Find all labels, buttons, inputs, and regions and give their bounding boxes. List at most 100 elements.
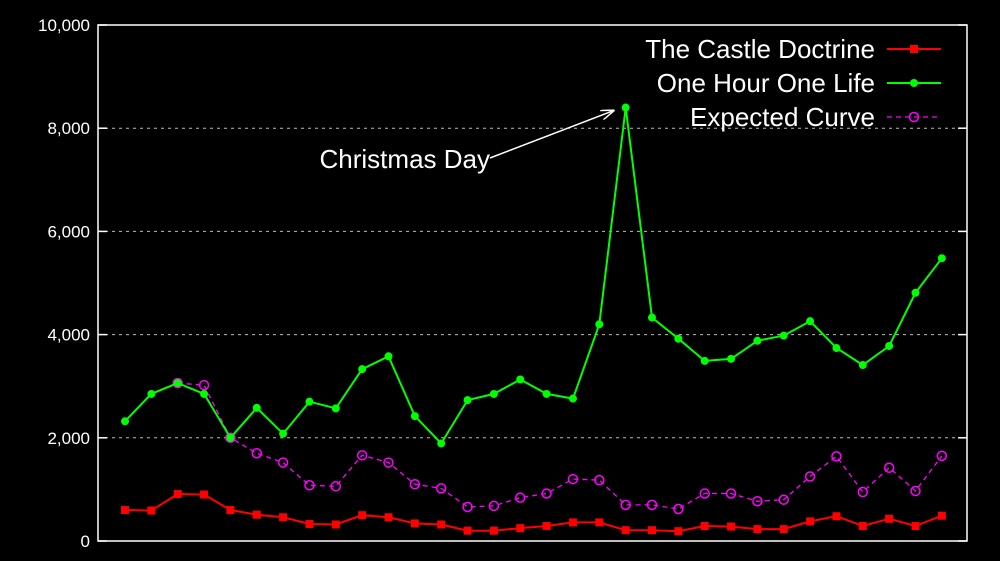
data-point xyxy=(910,485,921,497)
data-point xyxy=(699,488,710,499)
series-layer xyxy=(121,103,948,536)
series-line xyxy=(124,107,943,446)
series-the-castle-doctrine xyxy=(121,490,946,536)
data-point xyxy=(384,352,393,361)
data-point xyxy=(121,417,129,426)
y-tick-label: 2,000 xyxy=(47,429,90,448)
data-point xyxy=(410,519,419,528)
data-point xyxy=(908,111,920,123)
data-point xyxy=(700,522,709,531)
data-point xyxy=(515,492,526,503)
series-one-hour-one-life xyxy=(121,103,946,448)
data-point xyxy=(437,520,446,529)
data-point xyxy=(621,526,630,535)
data-point xyxy=(488,500,500,512)
data-point xyxy=(568,394,577,403)
data-point xyxy=(885,514,894,523)
legend-label: Expected Curve xyxy=(690,102,875,132)
data-point xyxy=(147,506,156,515)
data-point xyxy=(832,344,841,353)
data-point xyxy=(516,375,525,384)
legend-label: The Castle Doctrine xyxy=(645,34,875,64)
data-point xyxy=(858,522,867,531)
y-tick-label: 0 xyxy=(81,532,90,551)
data-point xyxy=(752,496,763,507)
data-point xyxy=(462,501,473,513)
data-point xyxy=(620,499,631,511)
data-point xyxy=(279,429,288,438)
data-point xyxy=(279,513,288,522)
data-point xyxy=(832,512,841,521)
data-point xyxy=(147,389,156,398)
data-point xyxy=(806,317,815,326)
data-point xyxy=(437,439,446,448)
data-point xyxy=(200,389,209,398)
data-point xyxy=(383,457,394,468)
data-point xyxy=(356,450,368,461)
data-point xyxy=(779,331,788,340)
data-point xyxy=(358,511,367,520)
data-point xyxy=(778,494,789,505)
plot-frame xyxy=(97,24,968,542)
y-tick-label: 10,000 xyxy=(38,16,90,35)
data-point xyxy=(542,389,551,398)
data-point xyxy=(621,103,630,112)
series-line xyxy=(177,382,943,510)
data-point xyxy=(594,474,605,486)
data-point xyxy=(753,525,762,534)
data-point xyxy=(648,313,656,322)
annotation-layer: Christmas Day xyxy=(320,111,614,174)
data-point xyxy=(331,404,340,413)
data-point xyxy=(251,448,262,459)
legend-item: One Hour One Life xyxy=(657,68,941,98)
data-point xyxy=(489,389,498,398)
series-expected-curve xyxy=(172,377,948,515)
data-point xyxy=(384,513,393,522)
data-point xyxy=(831,451,842,462)
data-point xyxy=(937,254,946,263)
data-point xyxy=(409,478,421,490)
data-point xyxy=(358,365,367,374)
y-axis: 0 2,000 4,000 6,000 8,000 10,000 xyxy=(38,16,967,551)
data-point xyxy=(911,522,920,531)
data-point xyxy=(568,518,577,527)
data-point xyxy=(936,450,948,462)
data-point xyxy=(330,481,342,492)
series-line xyxy=(124,492,943,533)
data-point xyxy=(226,506,235,515)
data-point xyxy=(674,527,683,536)
legend: The Castle Doctrine One Hour One Life Expe… xyxy=(645,34,941,132)
data-point xyxy=(727,354,736,363)
data-point xyxy=(463,526,472,535)
y-tick-label: 4,000 xyxy=(47,326,90,345)
data-point xyxy=(410,412,419,421)
data-point xyxy=(674,334,683,343)
legend-item: The Castle Doctrine xyxy=(645,34,941,64)
legend-label: One Hour One Life xyxy=(657,68,875,98)
annotation-arrow xyxy=(489,111,614,159)
grid-lines xyxy=(98,127,967,439)
data-point xyxy=(646,499,658,511)
data-point xyxy=(541,488,552,499)
data-point xyxy=(727,522,736,531)
data-point xyxy=(673,503,684,515)
legend-item: Expected Curve xyxy=(690,102,941,132)
y-tick-label: 8,000 xyxy=(47,119,90,138)
data-point xyxy=(542,522,551,531)
data-point xyxy=(937,511,946,520)
data-point xyxy=(225,432,236,444)
data-point xyxy=(779,525,788,534)
data-point xyxy=(910,79,918,87)
data-point xyxy=(857,486,869,498)
data-point xyxy=(463,396,472,405)
y-tick-label: 6,000 xyxy=(47,222,90,241)
data-point xyxy=(121,506,129,515)
data-point xyxy=(172,377,183,389)
data-point xyxy=(277,457,289,468)
data-point xyxy=(226,433,235,442)
data-point xyxy=(331,520,340,529)
data-point xyxy=(595,518,604,527)
annotation-label: Christmas Day xyxy=(320,144,490,174)
